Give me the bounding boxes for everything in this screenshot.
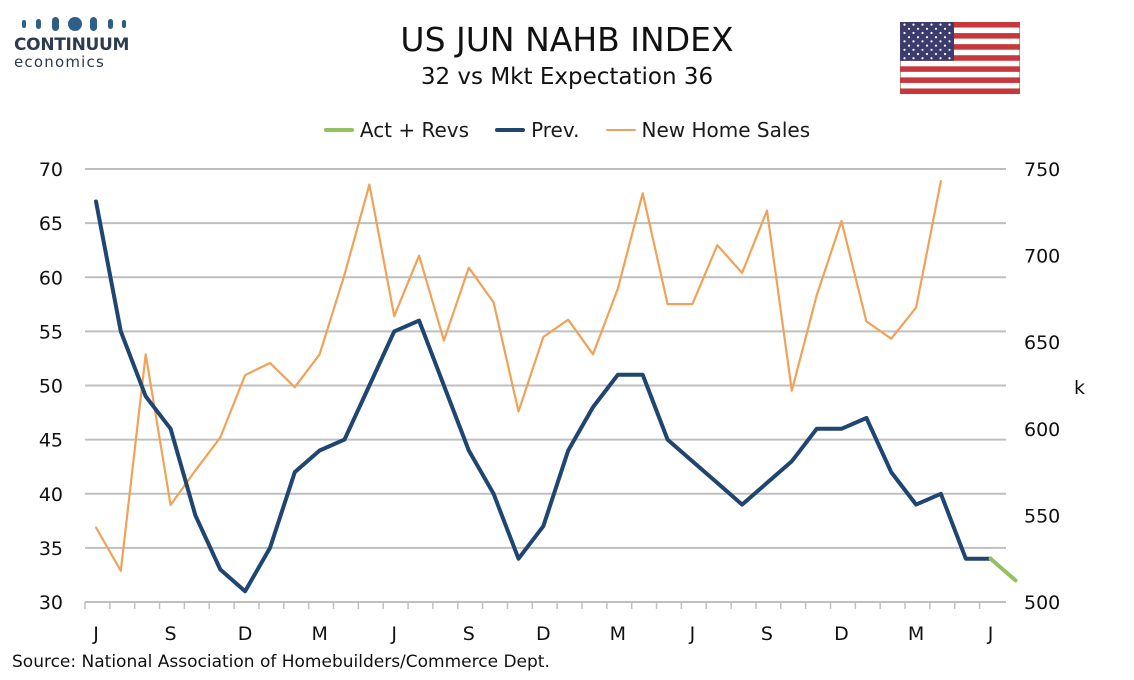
y-left-tick-label: 45 bbox=[39, 430, 63, 452]
legend-item-prev: Prev. bbox=[495, 118, 580, 142]
logo-sub: economics bbox=[14, 53, 105, 71]
chart-title: US JUN NAHB INDEX bbox=[400, 20, 734, 59]
source-note: Source: National Association of Homebuil… bbox=[12, 652, 550, 672]
y-left-tick-label: 40 bbox=[39, 484, 63, 506]
legend-swatch-sales bbox=[605, 129, 636, 131]
logo-dots-icon bbox=[14, 14, 134, 36]
y-left-tick-label: 30 bbox=[39, 592, 63, 614]
x-tick-label: M bbox=[908, 623, 924, 645]
chart-subtitle: 32 vs Mkt Expectation 36 bbox=[420, 64, 714, 90]
y-left-tick-label: 55 bbox=[39, 321, 63, 343]
series-new-home-sales bbox=[94, 180, 943, 572]
x-tick-label: S bbox=[463, 623, 475, 645]
y-left-tick-label: 65 bbox=[39, 213, 63, 235]
legend-label-sales: New Home Sales bbox=[641, 118, 811, 142]
y-right-axis-label: k bbox=[1074, 377, 1085, 399]
series-act-revs bbox=[988, 556, 1018, 583]
x-tick-label: D bbox=[238, 623, 253, 645]
x-tick-label: D bbox=[536, 623, 551, 645]
legend-label-act: Act + Revs bbox=[359, 118, 470, 142]
us-flag-icon bbox=[900, 22, 1020, 94]
chart-legend: Act + Revs Prev. New Home Sales bbox=[0, 118, 1134, 142]
x-tick-label: J bbox=[390, 623, 397, 645]
y-right-tick-label: 550 bbox=[1024, 505, 1060, 527]
x-tick-label: M bbox=[311, 623, 327, 645]
x-tick-label: J bbox=[987, 623, 994, 645]
y-right-tick-label: 600 bbox=[1024, 419, 1060, 441]
logo-name: CONTINUUM bbox=[14, 35, 130, 55]
legend-item-act: Act + Revs bbox=[323, 118, 470, 142]
x-tick-label: D bbox=[834, 623, 849, 645]
legend-label-prev: Prev. bbox=[531, 118, 580, 142]
legend-item-sales: New Home Sales bbox=[605, 118, 811, 142]
legend-swatch-prev bbox=[495, 128, 526, 132]
x-tick-label: J bbox=[689, 623, 696, 645]
y-left-tick-label: 60 bbox=[39, 267, 63, 289]
series-prev bbox=[94, 199, 993, 594]
y-right-tick-label: 650 bbox=[1024, 332, 1060, 354]
y-left-tick-label: 35 bbox=[39, 538, 63, 560]
y-left-tick-label: 70 bbox=[39, 159, 63, 181]
continuum-logo: CONTINUUM economics bbox=[14, 14, 134, 71]
y-right-tick-label: 750 bbox=[1024, 159, 1060, 181]
x-tick-label: J bbox=[92, 623, 99, 645]
y-left-tick-label: 50 bbox=[39, 376, 63, 398]
y-right-tick-label: 700 bbox=[1024, 246, 1060, 268]
legend-swatch-act bbox=[323, 128, 354, 132]
x-tick-label: S bbox=[165, 623, 177, 645]
y-right-tick-label: 500 bbox=[1024, 592, 1060, 614]
x-tick-label: S bbox=[761, 623, 773, 645]
x-tick-label: M bbox=[610, 623, 626, 645]
